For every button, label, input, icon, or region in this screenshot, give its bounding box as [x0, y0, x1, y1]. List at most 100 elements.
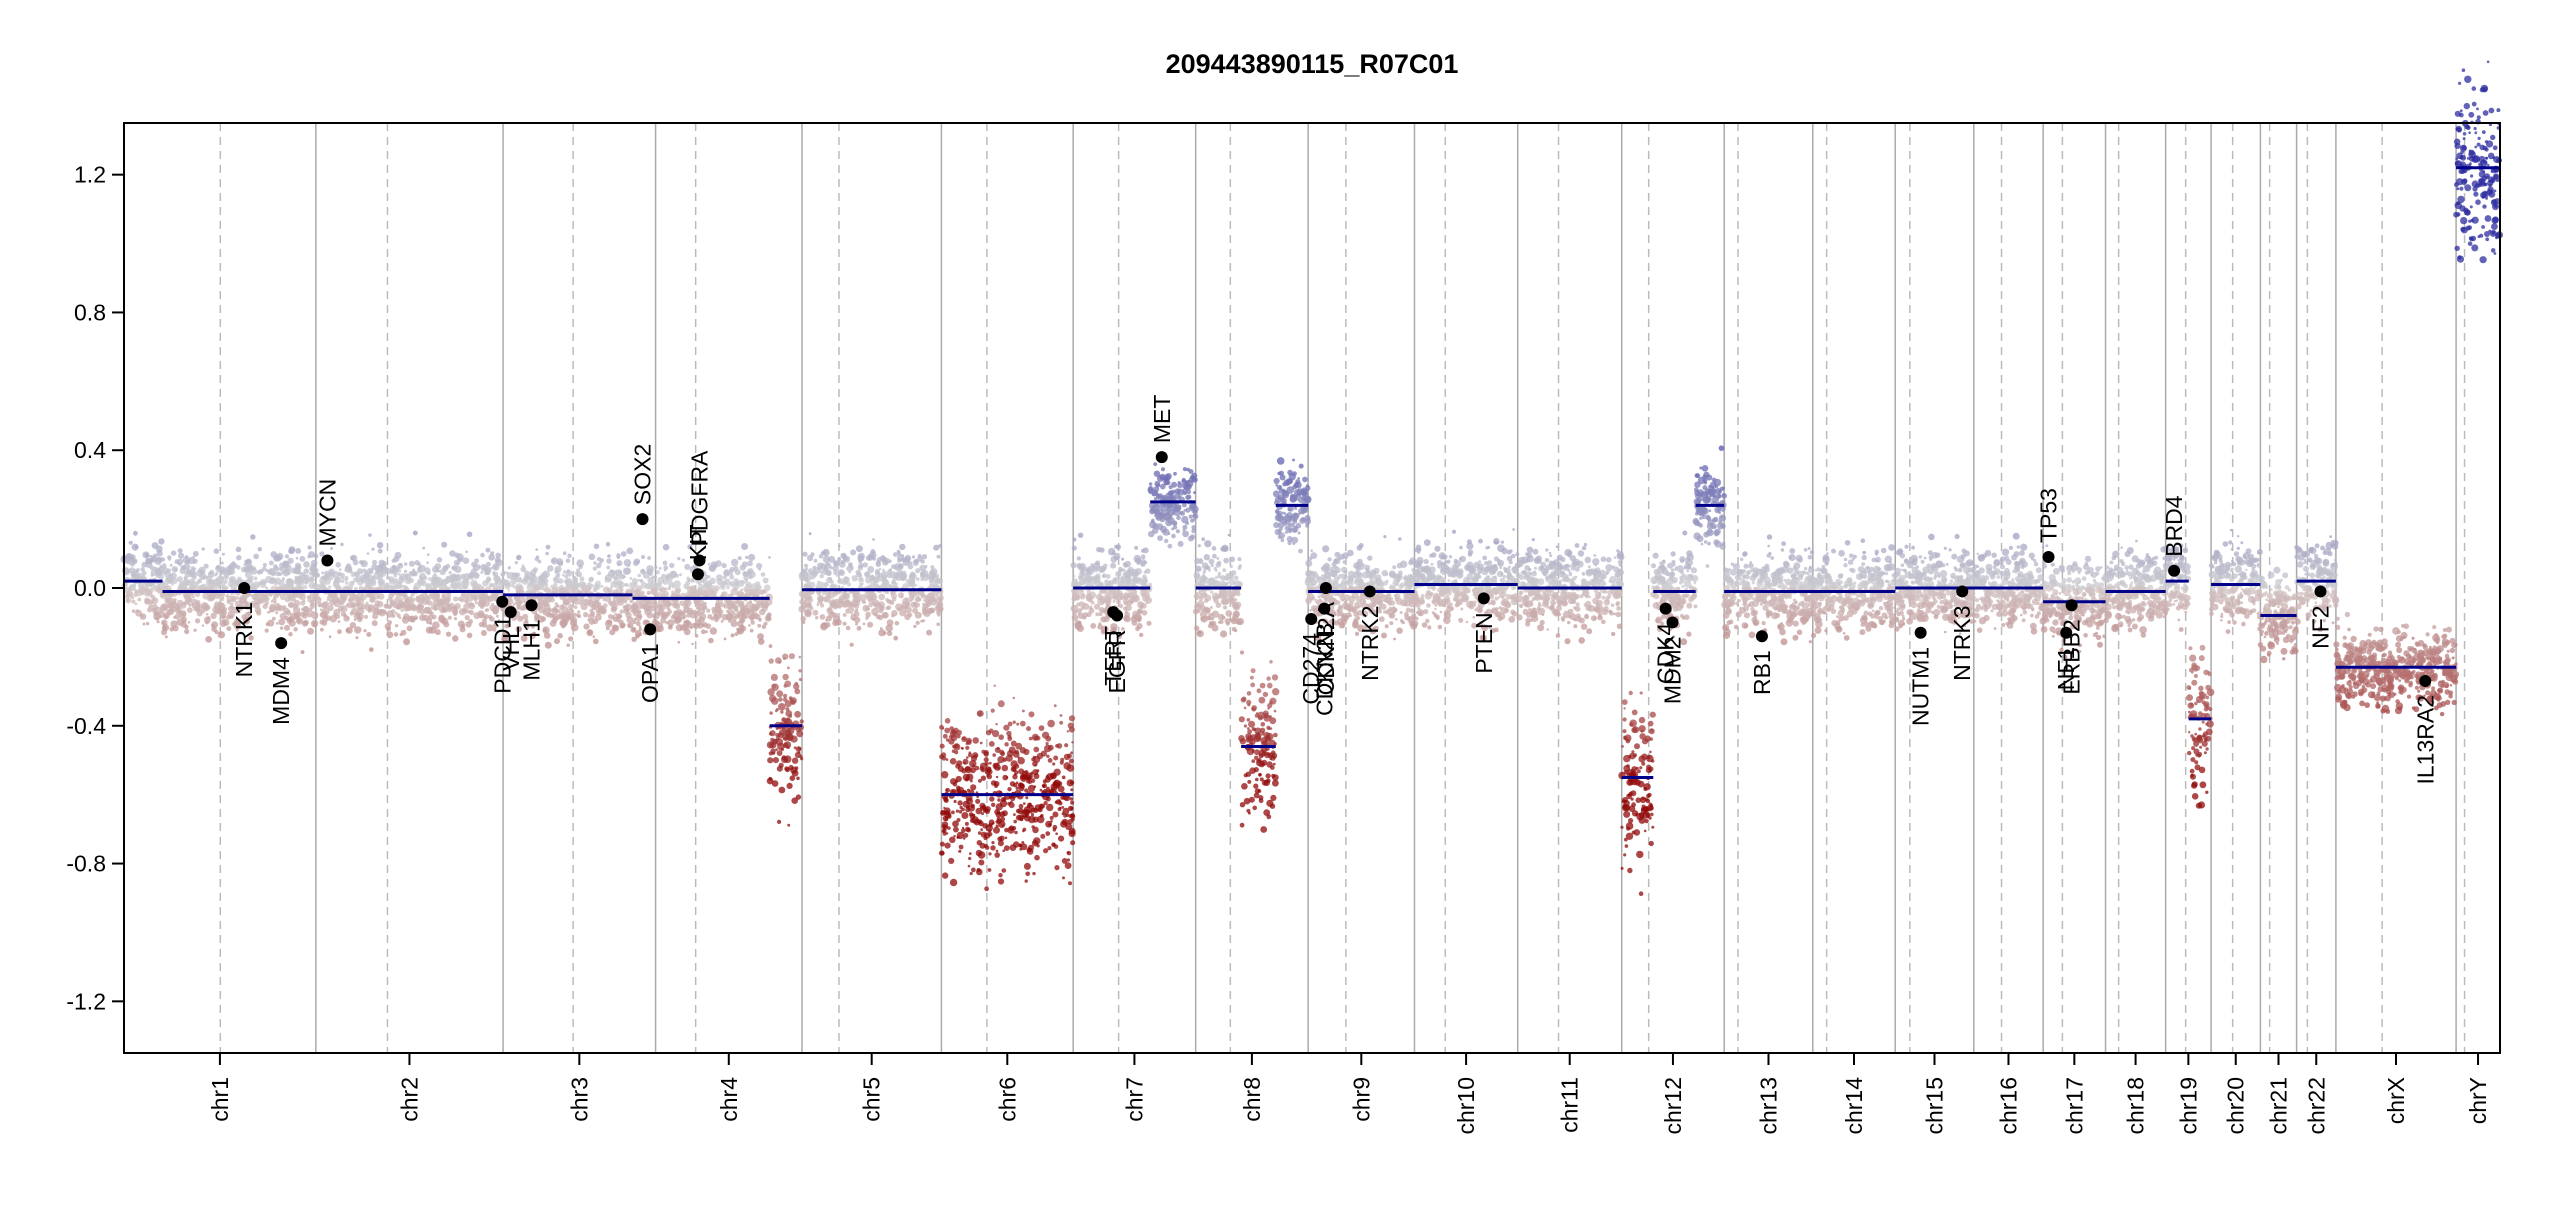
- probe-point: [1286, 478, 1293, 485]
- probe-point: [795, 752, 801, 758]
- probe-point: [580, 576, 585, 581]
- probe-point: [799, 656, 802, 659]
- probe-point: [1054, 704, 1057, 707]
- probe-point: [289, 619, 296, 626]
- probe-point: [740, 589, 743, 592]
- probe-point: [971, 756, 973, 758]
- probe-point: [485, 578, 490, 583]
- probe-point: [632, 620, 636, 624]
- probe-point: [480, 553, 485, 558]
- probe-point: [731, 633, 735, 637]
- probe-point: [977, 819, 982, 824]
- probe-point: [289, 546, 296, 553]
- probe-point: [820, 603, 824, 607]
- probe-point: [1188, 536, 1194, 542]
- probe-point: [1060, 821, 1067, 828]
- probe-point: [1042, 732, 1049, 739]
- probe-point: [543, 570, 550, 577]
- probe-point: [802, 605, 806, 609]
- probe-point: [800, 719, 804, 723]
- probe-point: [395, 624, 398, 627]
- probe-point: [1288, 508, 1291, 511]
- probe-point: [435, 629, 441, 635]
- probe-point: [1274, 710, 1277, 713]
- probe-point: [136, 569, 140, 573]
- probe-point: [728, 619, 732, 623]
- probe-point: [558, 561, 563, 566]
- probe-point: [206, 613, 209, 616]
- probe-point: [1053, 784, 1056, 787]
- probe-point: [208, 572, 211, 575]
- probe-point: [971, 804, 975, 808]
- probe-point: [1154, 497, 1157, 500]
- probe-point: [936, 623, 940, 627]
- probe-point: [947, 826, 951, 830]
- probe-point: [399, 617, 402, 620]
- probe-point: [141, 614, 144, 617]
- probe-point: [146, 554, 149, 557]
- probe-point: [321, 571, 324, 574]
- probe-point: [887, 605, 891, 609]
- probe-point: [1266, 814, 1271, 819]
- chart-title: 209443890115_R07C01: [1166, 49, 1459, 79]
- probe-point: [404, 562, 408, 566]
- probe-point: [1277, 457, 1285, 465]
- probe-point: [158, 538, 164, 544]
- probe-point: [824, 582, 829, 587]
- probe-point: [748, 616, 751, 619]
- probe-point: [308, 545, 312, 549]
- probe-point: [995, 747, 1001, 753]
- probe-point: [511, 584, 515, 588]
- probe-point: [1211, 564, 1214, 567]
- probe-point: [149, 559, 153, 563]
- probe-point: [571, 624, 579, 632]
- probe-point: [1266, 761, 1272, 767]
- probe-point: [1134, 555, 1142, 563]
- probe-point: [899, 563, 904, 568]
- probe-point: [1263, 692, 1268, 697]
- probe-point: [148, 590, 153, 595]
- probe-point: [965, 807, 970, 812]
- probe-point: [1210, 616, 1214, 620]
- probe-point: [956, 810, 959, 813]
- probe-point: [632, 587, 634, 589]
- probe-point: [1024, 863, 1031, 870]
- probe-point: [969, 852, 972, 855]
- probe-point: [556, 573, 560, 577]
- probe-point: [838, 579, 841, 582]
- probe-point: [178, 548, 183, 553]
- probe-point: [1123, 615, 1129, 621]
- probe-point: [846, 626, 851, 631]
- probe-point: [978, 860, 984, 866]
- probe-point: [443, 601, 447, 605]
- probe-point: [796, 794, 801, 799]
- probe-point: [719, 581, 725, 587]
- probe-point: [978, 831, 982, 835]
- probe-point: [963, 837, 966, 840]
- probe-point: [945, 843, 951, 849]
- probe-point: [745, 582, 751, 588]
- probe-point: [750, 590, 757, 597]
- probe-point: [280, 566, 287, 573]
- probe-point: [312, 571, 319, 578]
- probe-point: [1141, 554, 1146, 559]
- probe-point: [545, 552, 549, 556]
- probe-point: [659, 589, 662, 592]
- probe-point: [391, 609, 396, 614]
- probe-point: [146, 622, 149, 625]
- probe-point: [856, 545, 863, 552]
- probe-point: [1284, 490, 1286, 492]
- probe-point: [164, 598, 168, 602]
- probe-point: [250, 534, 255, 539]
- probe-point: [865, 606, 869, 610]
- probe-point: [1033, 785, 1036, 788]
- probe-point: [819, 554, 824, 559]
- probe-point: [820, 571, 823, 574]
- probe-point: [634, 590, 636, 592]
- probe-point: [536, 555, 539, 558]
- probe-point: [606, 566, 610, 570]
- probe-point: [191, 566, 195, 570]
- probe-point: [1231, 570, 1236, 575]
- probe-point: [666, 612, 670, 616]
